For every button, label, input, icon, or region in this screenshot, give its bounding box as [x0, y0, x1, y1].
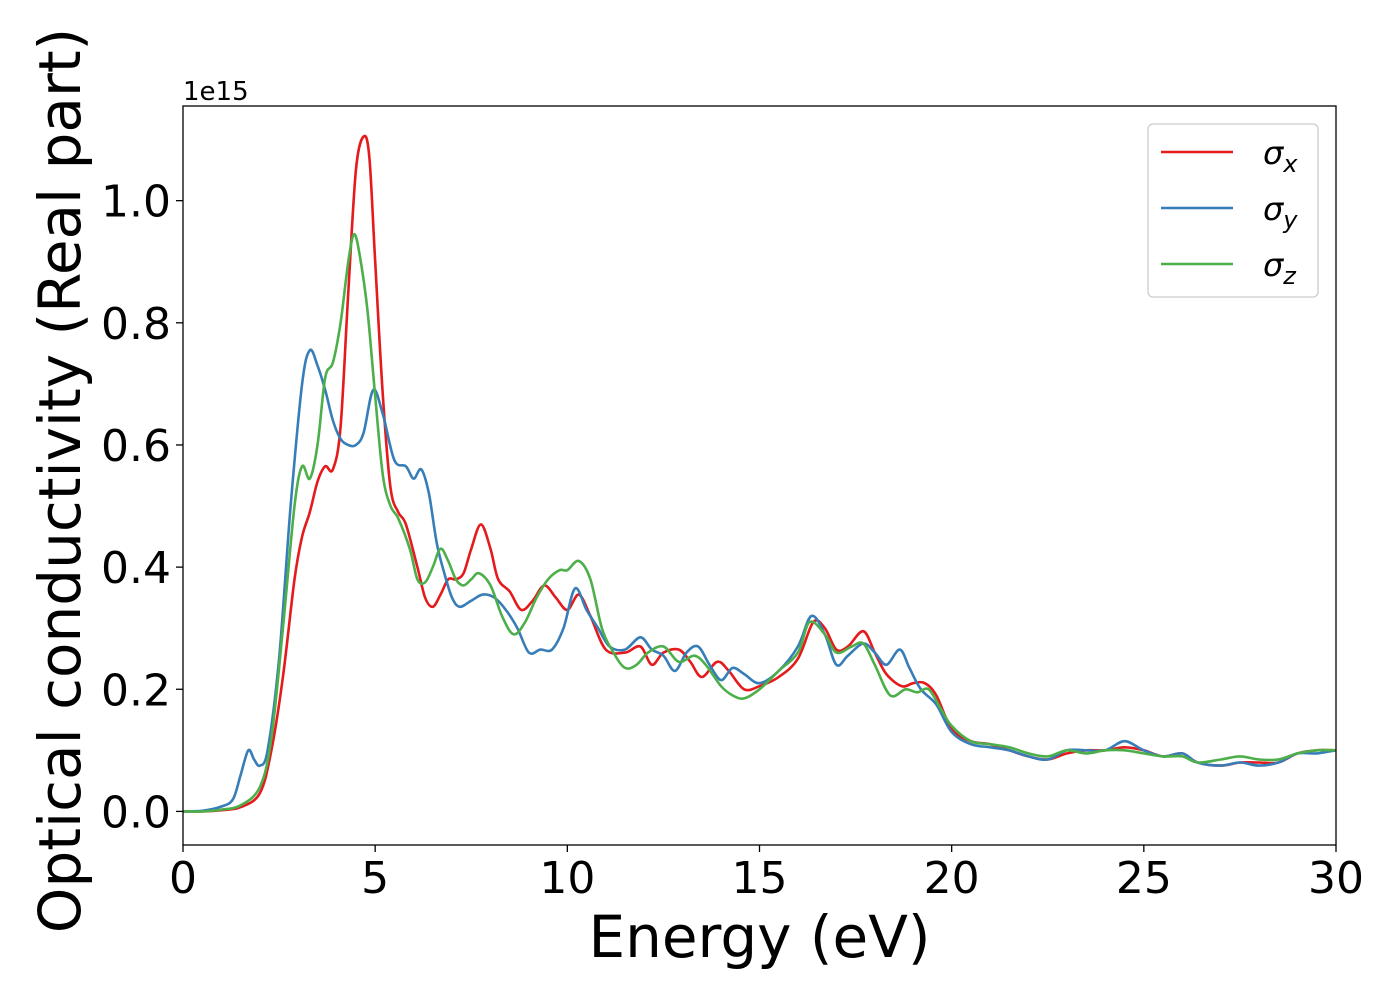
y-tick-label: 0.6 — [101, 421, 171, 472]
series-layer — [182, 134, 1337, 813]
x-tick-label: 15 — [732, 853, 788, 904]
x-tick-label: 5 — [361, 853, 389, 904]
legend-box — [1147, 123, 1319, 298]
legend: σx σy σz — [1147, 123, 1319, 298]
legend-label-y: σy — [1263, 190, 1298, 234]
y-tick-label: 0.8 — [101, 299, 171, 350]
series-line-z — [182, 233, 1337, 813]
y-axis-label: Optical conductivity (Real part) — [26, 28, 94, 933]
series-line-y — [182, 348, 1337, 813]
legend-label-z: σz — [1263, 246, 1297, 290]
x-tick-label: 10 — [539, 853, 595, 904]
x-axis: 0 5 10 15 20 25 30 — [169, 845, 1364, 904]
y-axis-offset-label: 1e15 — [183, 77, 249, 107]
legend-label-x: σx — [1263, 134, 1298, 178]
x-axis-label: Energy (eV) — [588, 903, 930, 971]
y-tick-label: 0.0 — [101, 787, 171, 838]
x-tick-label: 30 — [1308, 853, 1364, 904]
y-tick-label: 0.4 — [101, 543, 171, 594]
x-tick-label: 20 — [924, 853, 980, 904]
x-tick-label: 25 — [1116, 853, 1172, 904]
y-tick-label: 1.0 — [101, 177, 171, 228]
y-axis: 0.0 0.2 0.4 0.6 0.8 1.0 — [101, 177, 183, 838]
x-tick-label: 0 — [169, 853, 197, 904]
y-tick-label: 0.2 — [101, 665, 171, 716]
